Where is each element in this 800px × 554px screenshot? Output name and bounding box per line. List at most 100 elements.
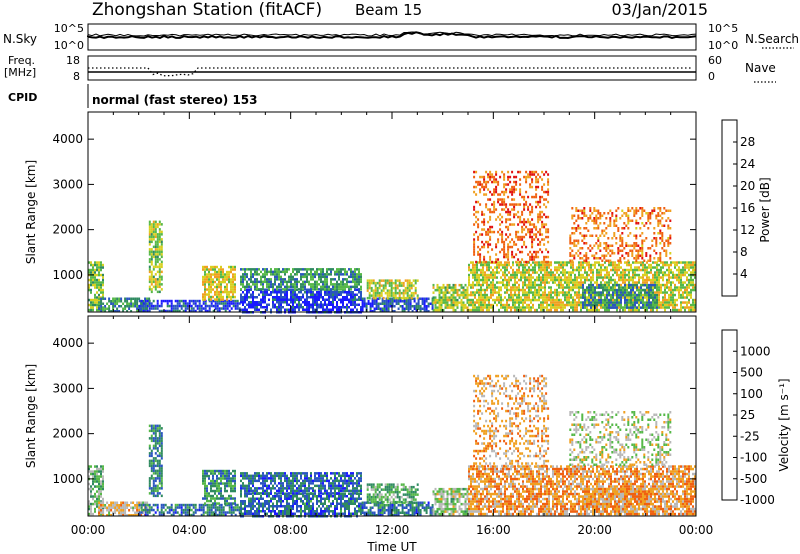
power-echo-cell [473, 205, 476, 209]
power-echo-cell [606, 298, 608, 302]
power-echo-cell [440, 303, 443, 307]
power-echo-cell [656, 291, 658, 294]
power-colorbar-tick-label: 8 [740, 245, 748, 259]
power-echo-cell [569, 239, 572, 242]
power-echo-cell [526, 286, 528, 289]
power-echo-cell [232, 295, 234, 299]
power-echo-cell [564, 303, 566, 307]
power-echo-cell [427, 310, 430, 313]
power-echo-cell [648, 286, 650, 289]
power-echo-cell [578, 288, 580, 292]
power-echo-cell [346, 306, 348, 309]
power-echo-cell [376, 291, 379, 295]
power-echo-cell [537, 200, 540, 204]
power-echo-cell [622, 308, 624, 312]
power-echo-cell [637, 222, 640, 225]
power-echo-cell [414, 281, 417, 285]
power-echo-cell [276, 308, 278, 311]
power-echo-cell [100, 273, 102, 277]
power-echo-cell [456, 306, 459, 309]
power-echo-cell [546, 276, 548, 279]
power-echo-cell [122, 307, 125, 310]
power-echo-cell [624, 261, 626, 264]
power-echo-cell [529, 170, 532, 174]
power-echo-cell [473, 213, 476, 216]
power-echo-cell [630, 296, 632, 299]
power-echo-cell [607, 252, 610, 255]
power-echo-cell [680, 278, 682, 282]
power-echo-cell [592, 298, 594, 302]
power-echo-cell [688, 291, 690, 294]
power-echo-cell [507, 210, 510, 214]
power-echo-cell [346, 283, 348, 286]
power-echo-cell [300, 296, 302, 299]
power-echo-cell [462, 308, 465, 312]
power-echo-cell [529, 228, 532, 231]
power-echo-cell [100, 307, 103, 310]
power-echo-cell [150, 258, 153, 261]
power-echo-cell [220, 268, 222, 271]
power-echo-cell [402, 294, 405, 297]
power-echo-cell [286, 283, 288, 286]
power-echo-cell [489, 190, 492, 194]
power-echo-cell [385, 307, 388, 310]
power-echo-cell [524, 291, 526, 294]
power-echo-cell [468, 268, 470, 272]
power-echo-cell [618, 276, 620, 279]
power-echo-cell [571, 232, 574, 235]
power-echo-cell [208, 293, 210, 296]
power-echo-cell [381, 310, 384, 313]
power-echo-cell [558, 286, 560, 289]
power-echo-cell [614, 293, 616, 297]
power-echo-cell [692, 306, 694, 309]
power-echo-cell [452, 288, 455, 292]
power-echo-cell [662, 306, 664, 309]
power-echo-cell [282, 270, 284, 274]
power-echo-cell [686, 293, 688, 297]
power-echo-cell [619, 249, 622, 252]
power-echo-cell [442, 301, 445, 304]
power-echo-cell [489, 238, 492, 241]
power-echo-cell [543, 225, 546, 229]
power-echo-cell [668, 293, 670, 297]
power-echo-cell [88, 303, 90, 307]
power-echo-cell [292, 306, 294, 309]
power-echo-cell [356, 285, 358, 289]
power-echo-cell [487, 220, 490, 224]
power-echo-cell [304, 288, 306, 291]
power-echo-cell [503, 193, 506, 196]
power-echo-cell [576, 278, 578, 282]
power-echo-cell [616, 291, 618, 294]
power-echo-cell [260, 278, 262, 281]
power-echo-cell [688, 293, 690, 297]
power-echo-cell [522, 281, 524, 284]
power-echo-cell [398, 294, 401, 297]
power-echo-cell [94, 301, 96, 304]
power-echo-cell [668, 303, 670, 307]
power-echo-cell [489, 173, 492, 176]
power-echo-cell [232, 299, 235, 303]
power-echo-cell [662, 283, 664, 287]
power-echo-cell [614, 291, 616, 294]
power-echo-cell [571, 249, 574, 252]
power-echo-cell [472, 293, 474, 297]
power-echo-cell [262, 293, 264, 296]
power-echo-cell [546, 296, 548, 299]
power-echo-cell [552, 281, 554, 284]
power-echo-cell [454, 301, 457, 304]
power-echo-cell [338, 293, 340, 296]
power-echo-cell [158, 285, 161, 289]
power-echo-cell [690, 271, 692, 274]
power-echo-cell [150, 240, 153, 244]
power-echo-cell [644, 266, 646, 269]
power-echo-cell [360, 273, 362, 276]
power-echo-cell [659, 259, 662, 262]
power-echo-cell [690, 266, 692, 269]
power-echo-cell [615, 214, 618, 217]
power-echo-cell [312, 298, 314, 301]
power-echo-cell [232, 283, 234, 286]
power-echo-cell [604, 266, 606, 269]
power-echo-cell [641, 249, 644, 252]
power-echo-cell [622, 306, 624, 309]
power-echo-cell [569, 247, 572, 250]
